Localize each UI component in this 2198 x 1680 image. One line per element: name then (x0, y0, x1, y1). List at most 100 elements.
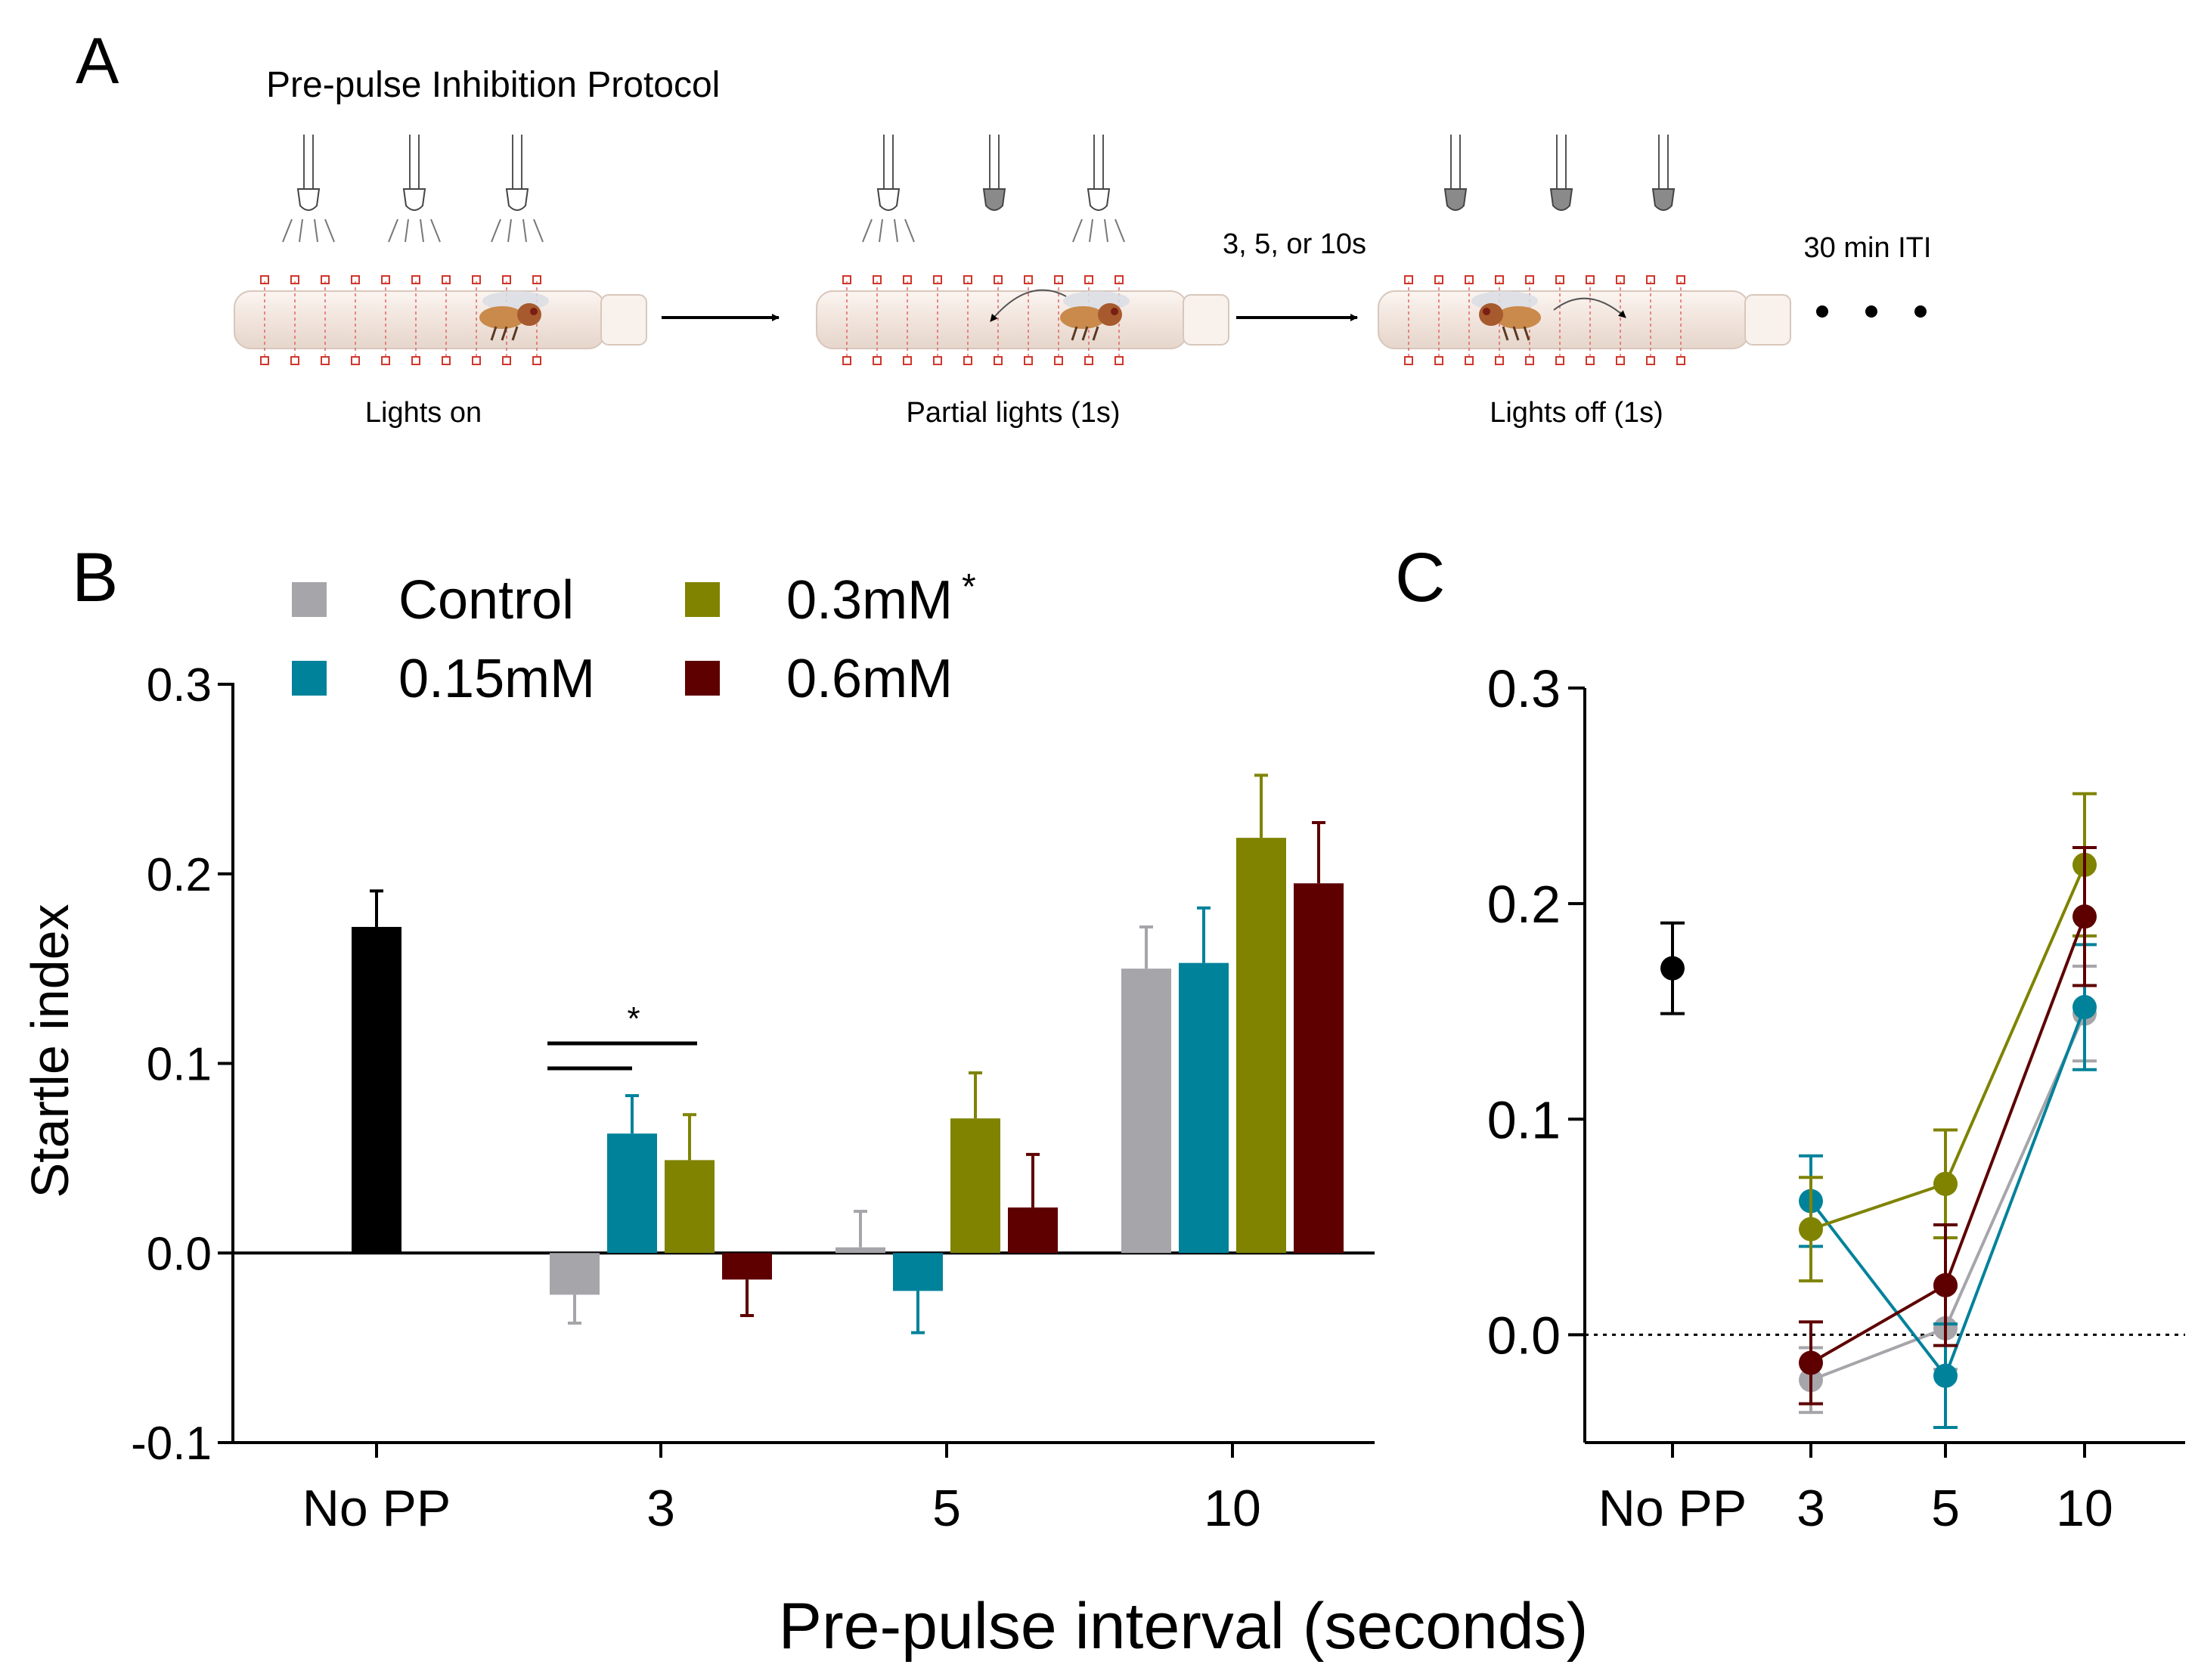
ir-sensor-top (873, 275, 882, 284)
point-0-6mm (1933, 1272, 1958, 1297)
x-tick-label: 10 (2056, 1480, 2113, 1537)
y-tick-label: 0.1 (147, 1039, 212, 1091)
shared-xlabel: Pre-pulse interval (seconds) (779, 1590, 1589, 1663)
y-tick-label: 0.2 (147, 849, 212, 901)
ir-sensor-top (903, 275, 912, 284)
light-ray (522, 219, 527, 243)
y-tick-label: 0.2 (1487, 875, 1561, 934)
ir-sensor-bottom (1646, 356, 1655, 365)
legend-significance-mark: * (962, 567, 976, 607)
ir-sensor-bottom (1084, 356, 1093, 365)
ir-sensor-bottom (903, 356, 912, 365)
bar-0-6mm (1008, 1207, 1058, 1254)
bar-0-6mm (722, 1253, 772, 1280)
y-tick-label: 0.1 (1487, 1090, 1561, 1149)
ir-sensor-bottom (1434, 356, 1443, 365)
bar-control (1121, 969, 1171, 1254)
step-caption-2: Partial lights (1s) (907, 397, 1121, 429)
led-lamp-icon (1549, 188, 1573, 211)
fly-icon (479, 306, 525, 329)
fly-icon (1071, 326, 1078, 341)
iti-label: 30 min ITI (1804, 232, 1932, 264)
bar-control (835, 1247, 885, 1254)
light-ray (507, 219, 512, 243)
panel-b-ylabel: Startle index (20, 904, 79, 1198)
light-ray (1115, 219, 1125, 243)
led-lamp-icon (402, 188, 426, 211)
ir-sensor-bottom (1616, 356, 1625, 365)
ir-sensor-top (1676, 275, 1685, 284)
tube-icon (1378, 290, 1750, 349)
y-tick-label: 0.3 (147, 659, 212, 711)
fly-icon (517, 303, 541, 326)
y-tick-label: 0.0 (1487, 1306, 1561, 1365)
tube-icon (816, 290, 1188, 349)
ir-sensor-top (933, 275, 942, 284)
fly-icon (1111, 308, 1118, 315)
led-lamp-icon (982, 188, 1006, 211)
fly-icon (1496, 306, 1541, 329)
x-tick-label: 10 (1204, 1480, 1261, 1537)
protocol-stages (234, 135, 1791, 365)
light-ray (879, 219, 883, 243)
ir-sensor-top (963, 275, 972, 284)
ir-sensor-bottom (290, 356, 299, 365)
fly-icon (1502, 326, 1509, 341)
fly-icon (1471, 291, 1541, 341)
x-tick-label: 5 (932, 1480, 961, 1537)
panel-c-line-chart: C 0.0 0.1 0.2 0.3 No PP 3 5 10 (1395, 539, 2185, 1537)
ir-sensor-top (290, 275, 299, 284)
protocol-title: Pre-pulse Inhibition Protocol (266, 65, 720, 105)
ir-sensor-top (1495, 275, 1504, 284)
fly-icon (1060, 306, 1105, 329)
light-ray (904, 219, 915, 243)
tube-icon (1744, 294, 1791, 346)
legend-swatch-control (292, 582, 327, 617)
panel-b-letter: B (72, 539, 118, 616)
ir-sensor-top (1024, 275, 1033, 284)
ir-sensor-bottom (532, 356, 541, 365)
light-ray (282, 219, 293, 243)
fly-icon (1081, 326, 1089, 341)
tube-icon (1378, 135, 1791, 365)
legend-label-0-3mm: 0.3mM (786, 570, 953, 631)
light-ray (324, 219, 335, 243)
light-ray (894, 219, 898, 243)
legend-swatch-0-3mm (685, 582, 720, 617)
ir-sensor-bottom (994, 356, 1003, 365)
led-lamp-icon (1443, 188, 1468, 211)
bar-0-3mm (1236, 838, 1286, 1254)
light-ray (1104, 219, 1108, 243)
ir-sensor-top (1115, 275, 1124, 284)
step-caption-1: Lights on (365, 397, 482, 429)
legend: Control 0.15mM 0.3mM * 0.6mM (292, 567, 976, 709)
ir-sensor-top (321, 275, 330, 284)
fly-icon (479, 291, 549, 341)
ir-sensor-bottom (442, 356, 451, 365)
ir-sensor-top (532, 275, 541, 284)
light-ray (1089, 219, 1093, 243)
ir-sensor-top (1434, 275, 1443, 284)
legend-swatch-0-6mm (685, 661, 720, 696)
ir-sensor-bottom (411, 356, 420, 365)
significance-star: * (627, 1000, 640, 1037)
ir-sensor-top (1054, 275, 1063, 284)
ir-sensor-bottom (1054, 356, 1063, 365)
ir-sensor-top (442, 275, 451, 284)
x-tick-label: 3 (1797, 1480, 1825, 1537)
movement-arrow (990, 289, 1067, 322)
ir-sensor-top (842, 275, 851, 284)
point-0-15mm (1933, 1363, 1958, 1388)
point-0-3mm (1933, 1171, 1958, 1196)
light-ray (314, 219, 318, 243)
ir-sensor-bottom (260, 356, 269, 365)
bar-control (550, 1253, 600, 1295)
panel-b-bar-chart: B Startle index -0.1 0.0 0.1 0.2 0.3 No PP 3 5 1… (20, 539, 1375, 1537)
tube-icon (234, 290, 606, 349)
tube-icon (600, 294, 647, 346)
led-lamp-icon (876, 188, 901, 211)
led-lamp-icon (505, 188, 529, 211)
fly-icon (1512, 326, 1520, 341)
ir-sensor-top (1084, 275, 1093, 284)
bar-no-pp (352, 926, 401, 1254)
